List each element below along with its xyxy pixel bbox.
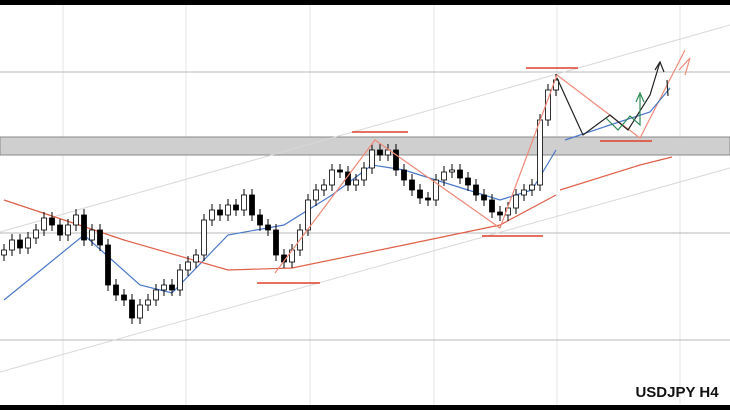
candle-body: [129, 299, 135, 319]
candle-body: [433, 179, 439, 201]
green-projection: [605, 95, 641, 131]
candle-body: [225, 204, 231, 216]
projection: [556, 61, 661, 136]
arrow-head: [654, 60, 665, 73]
candle-body: [305, 199, 311, 231]
horizontal-levels: [0, 71, 730, 341]
candle-body: [161, 284, 167, 291]
candle-body: [49, 217, 55, 226]
projection: [666, 79, 669, 97]
ma-projection: [564, 87, 671, 141]
candle-body: [17, 239, 23, 249]
channel-line: [0, 167, 730, 373]
candle-body: [41, 217, 47, 231]
candle-body: [265, 224, 271, 231]
channel-line: [0, 24, 730, 233]
candle-body: [529, 184, 535, 191]
candle-body: [201, 219, 207, 256]
candle-body: [361, 167, 367, 181]
candle-body: [353, 179, 359, 186]
candle-body: [513, 194, 519, 209]
symbol-label: USDJPY H4: [635, 384, 719, 401]
candle-body: [81, 214, 87, 241]
candle-body: [489, 199, 495, 213]
candle-body: [537, 119, 543, 186]
candle-body: [97, 229, 103, 246]
candle-body: [217, 209, 223, 216]
annotations: [257, 49, 691, 284]
candle-body: [313, 189, 319, 201]
candle-body: [65, 224, 71, 236]
candle-body: [473, 184, 479, 196]
candle-body: [193, 254, 199, 263]
candle-body: [457, 169, 463, 179]
candle-body: [273, 229, 279, 256]
candle-body: [425, 197, 431, 201]
plot-background: [0, 5, 730, 405]
candle-body: [393, 149, 399, 171]
series-layer: [1, 74, 559, 324]
candle-body: [25, 237, 31, 249]
candle-body: [321, 184, 327, 191]
candle-body: [153, 289, 159, 301]
candle-body: [385, 149, 391, 156]
arrow-head: [678, 57, 691, 76]
candle-body: [497, 211, 503, 216]
candle-body: [249, 194, 255, 216]
candle-body: [417, 189, 423, 199]
candle-body: [449, 169, 455, 173]
candle-body: [465, 177, 471, 186]
candle-body: [169, 284, 175, 291]
candle-body: [337, 169, 343, 173]
zigzag: [274, 49, 686, 274]
candle-body: [73, 214, 79, 226]
swing-lines: [257, 67, 652, 284]
candle-body: [241, 194, 247, 211]
candle-body: [177, 269, 183, 291]
candle-body: [209, 209, 215, 221]
candle-body: [521, 189, 527, 196]
candle-body: [481, 194, 487, 201]
candle-body: [137, 304, 143, 319]
candle-body: [257, 214, 263, 226]
candle-body: [329, 169, 335, 186]
candle-body: [121, 294, 127, 301]
candle-body: [89, 229, 95, 241]
candle-body: [1, 249, 7, 256]
candle-body: [441, 171, 447, 181]
candle-body: [409, 179, 415, 191]
channel: [0, 24, 730, 373]
resistance-zone: [0, 136, 730, 156]
ma-projection: [559, 156, 673, 191]
candle-body: [33, 229, 39, 239]
candle-body: [57, 224, 63, 236]
candle-body: [145, 299, 151, 306]
candle-body: [113, 284, 119, 296]
candle-body: [233, 204, 239, 211]
candle-body: [105, 244, 111, 286]
arrow-head: [635, 91, 645, 103]
candle-body: [401, 169, 407, 181]
candle-body: [369, 149, 375, 169]
moving-average: [3, 149, 557, 301]
candle-body: [185, 261, 191, 271]
candle-body: [9, 239, 15, 251]
candle-body: [377, 149, 383, 156]
